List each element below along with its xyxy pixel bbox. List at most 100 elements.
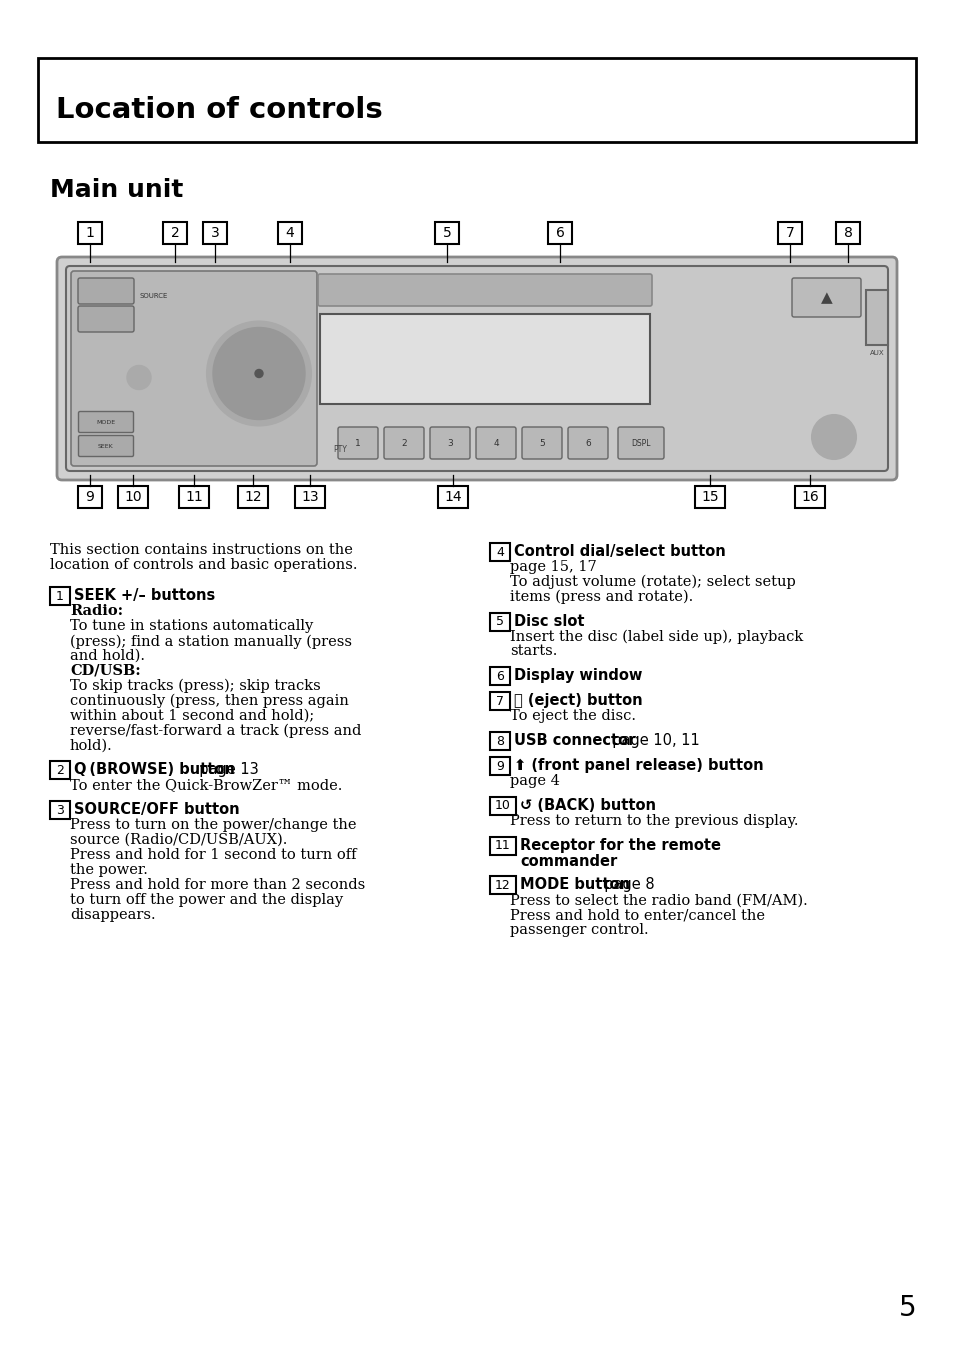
Text: Insert the disc (label side up), playback: Insert the disc (label side up), playbac… — [510, 630, 802, 644]
Text: within about 1 second and hold);: within about 1 second and hold); — [70, 708, 314, 723]
Text: page 4: page 4 — [510, 773, 559, 788]
Text: the power.: the power. — [70, 863, 148, 877]
Bar — [50, 761, 70, 780]
Circle shape — [254, 369, 263, 377]
Text: Location of controls: Location of controls — [56, 96, 382, 124]
Text: (press); find a station manually (press: (press); find a station manually (press — [70, 634, 352, 649]
Bar — [435, 222, 458, 243]
FancyBboxPatch shape — [476, 427, 516, 458]
FancyBboxPatch shape — [384, 427, 423, 458]
FancyBboxPatch shape — [78, 306, 133, 333]
Bar — [179, 485, 209, 508]
Bar — [78, 222, 102, 243]
Text: page 15, 17: page 15, 17 — [510, 560, 597, 573]
FancyBboxPatch shape — [66, 266, 887, 470]
Text: 11: 11 — [495, 840, 511, 852]
Text: continuously (press, then press again: continuously (press, then press again — [70, 694, 349, 708]
Text: 6: 6 — [584, 438, 590, 448]
Text: ▲: ▲ — [820, 289, 832, 306]
Bar — [277, 222, 302, 243]
FancyBboxPatch shape — [791, 279, 861, 316]
Text: 12: 12 — [495, 879, 511, 892]
Text: items (press and rotate).: items (press and rotate). — [510, 589, 693, 604]
Text: 6: 6 — [555, 226, 564, 241]
Text: USB connector: USB connector — [514, 733, 635, 748]
Text: 7: 7 — [785, 226, 794, 241]
Text: disappears.: disappears. — [70, 907, 155, 922]
Text: SOURCE/OFF button: SOURCE/OFF button — [74, 802, 239, 817]
Text: source (Radio/CD/USB/AUX).: source (Radio/CD/USB/AUX). — [70, 833, 287, 848]
Text: 10: 10 — [495, 799, 511, 813]
FancyBboxPatch shape — [337, 427, 377, 458]
Text: location of controls and basic operations.: location of controls and basic operation… — [50, 558, 357, 572]
Text: 13: 13 — [301, 489, 318, 504]
Text: 4: 4 — [285, 226, 294, 241]
Bar — [78, 485, 102, 508]
Text: passenger control.: passenger control. — [510, 923, 648, 937]
Text: To eject the disc.: To eject the disc. — [510, 710, 636, 723]
Text: 11: 11 — [185, 489, 203, 504]
Text: 1: 1 — [56, 589, 64, 603]
Text: To enter the Quick-BrowZer™ mode.: To enter the Quick-BrowZer™ mode. — [70, 779, 342, 792]
Text: and hold).: and hold). — [70, 649, 145, 662]
Text: to turn off the power and the display: to turn off the power and the display — [70, 892, 343, 907]
Text: 4: 4 — [493, 438, 498, 448]
Text: hold).: hold). — [70, 738, 112, 753]
Text: Control dial/select button: Control dial/select button — [514, 544, 725, 558]
Text: 3: 3 — [211, 226, 219, 241]
Text: 8: 8 — [842, 226, 852, 241]
Text: Disc slot: Disc slot — [514, 614, 584, 629]
Text: 2: 2 — [401, 438, 406, 448]
Text: starts.: starts. — [510, 645, 557, 658]
Text: Press and hold for 1 second to turn off: Press and hold for 1 second to turn off — [70, 848, 356, 863]
Bar — [38, 58, 915, 142]
Text: Press to turn on the power/change the: Press to turn on the power/change the — [70, 818, 356, 833]
Text: MODE button: MODE button — [519, 877, 629, 892]
Text: ⯋ (eject) button: ⯋ (eject) button — [514, 694, 642, 708]
Text: Press to return to the previous display.: Press to return to the previous display. — [510, 814, 798, 827]
Text: commander: commander — [519, 853, 617, 868]
Circle shape — [811, 415, 855, 458]
FancyBboxPatch shape — [78, 411, 133, 433]
Text: Press and hold to enter/cancel the: Press and hold to enter/cancel the — [510, 909, 764, 922]
Bar — [490, 731, 510, 750]
Text: 12: 12 — [244, 489, 261, 504]
Bar — [490, 612, 510, 630]
Text: SOURCE: SOURCE — [140, 293, 168, 299]
Bar — [547, 222, 572, 243]
Text: CD/USB:: CD/USB: — [70, 664, 141, 677]
Text: 1: 1 — [355, 438, 360, 448]
Bar — [50, 588, 70, 606]
Circle shape — [127, 365, 151, 389]
Bar — [203, 222, 227, 243]
Text: 5: 5 — [442, 226, 451, 241]
FancyBboxPatch shape — [78, 435, 133, 457]
Text: 15: 15 — [700, 489, 718, 504]
Circle shape — [213, 327, 305, 419]
Text: Q (BROWSE) button: Q (BROWSE) button — [74, 763, 234, 777]
Bar — [437, 485, 468, 508]
Text: Main unit: Main unit — [50, 178, 183, 201]
Bar — [490, 796, 516, 815]
Text: 3: 3 — [447, 438, 453, 448]
Text: 4: 4 — [496, 545, 503, 558]
Text: To skip tracks (press); skip tracks: To skip tracks (press); skip tracks — [70, 679, 320, 694]
Text: reverse/fast-forward a track (press and: reverse/fast-forward a track (press and — [70, 723, 361, 738]
Text: 2: 2 — [56, 764, 64, 777]
Text: 6: 6 — [496, 669, 503, 683]
FancyBboxPatch shape — [317, 274, 651, 306]
Bar — [778, 222, 801, 243]
Text: 16: 16 — [801, 489, 818, 504]
Bar — [319, 314, 649, 404]
Bar — [695, 485, 724, 508]
Text: 1: 1 — [86, 226, 94, 241]
Bar — [163, 222, 187, 243]
Text: MODE: MODE — [96, 419, 115, 425]
Bar — [794, 485, 824, 508]
Text: page 13: page 13 — [190, 763, 258, 777]
Text: page 8: page 8 — [595, 877, 654, 892]
Text: 9: 9 — [496, 760, 503, 772]
FancyBboxPatch shape — [430, 427, 470, 458]
Circle shape — [207, 322, 311, 426]
Bar — [118, 485, 148, 508]
